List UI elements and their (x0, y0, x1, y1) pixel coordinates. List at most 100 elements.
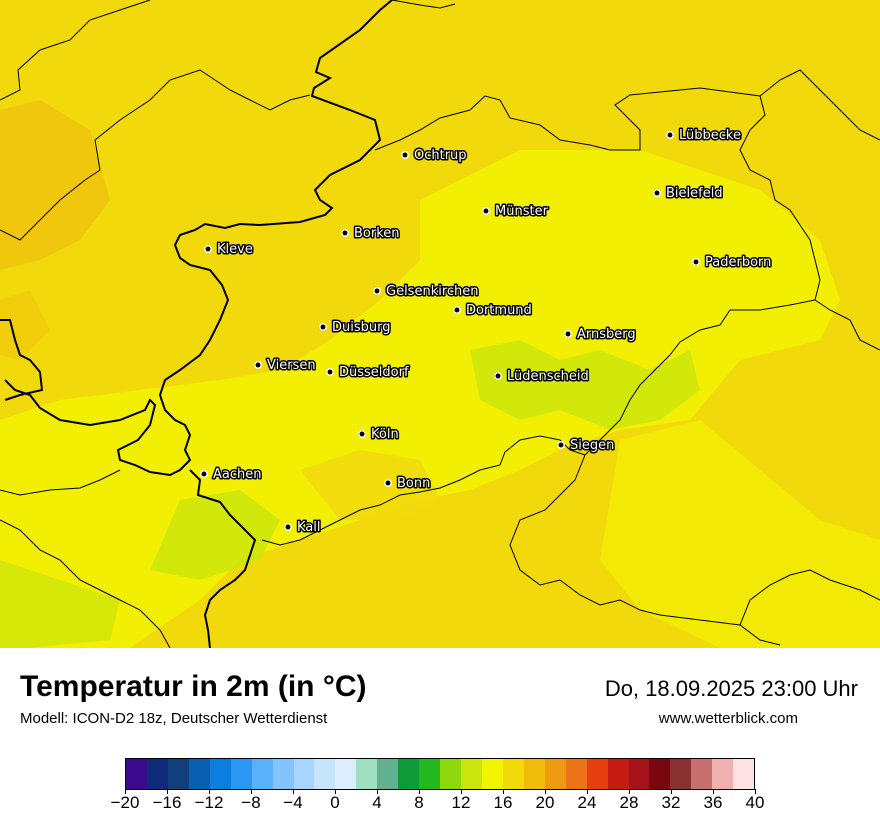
colorbar-cell (628, 759, 650, 789)
state-border-rlp (261, 435, 586, 546)
colorbar-tick-label: −4 (283, 793, 303, 812)
cool-band-east (600, 420, 880, 648)
colorbar-tickmark (629, 789, 630, 794)
colorbar-cell (586, 759, 608, 789)
city-label: Arnsberg (577, 327, 636, 342)
valid-datetime: Do, 18.09.2025 23:00 Uhr (604, 676, 858, 701)
state-border-1 (391, 0, 456, 9)
city-marker: Aachen (200, 466, 263, 484)
city-label: Duisburg (332, 320, 391, 335)
city-marker: Münster (482, 203, 550, 221)
city-dot (666, 131, 674, 139)
colorbar-tick-label: 24 (577, 793, 597, 812)
city-label: Gelsenkirchen (386, 284, 479, 299)
city-dot (358, 430, 366, 438)
colorbar-tickmark (671, 789, 672, 794)
city-marker: Düsseldorf (326, 364, 410, 382)
city-label: Paderborn (705, 255, 771, 270)
state-border-hessen (509, 354, 781, 646)
colorbar-tick-label: 12 (451, 793, 471, 812)
city-marker: Arnsberg (564, 326, 637, 344)
map-title: Temperatur in 2m (in °C) (20, 670, 367, 703)
city-marker: Köln (358, 426, 400, 444)
city-marker: Kall (284, 519, 322, 537)
city-label: Ochtrup (414, 148, 467, 163)
colorbar-cell (293, 759, 315, 789)
city-dot (384, 479, 392, 487)
colorbar-tickmark (125, 789, 126, 794)
colorbar-cell (314, 759, 336, 789)
city-label: Köln (371, 427, 399, 442)
city-marker: Lübbecke (666, 127, 742, 145)
city-marker: Paderborn (692, 254, 773, 272)
colorbar-tickmark (251, 789, 252, 794)
colorbar-tickmark (377, 789, 378, 794)
city-label: Bielefeld (666, 186, 723, 201)
temperature-colorbar (125, 758, 755, 790)
colorbar-tick-label: 4 (372, 793, 382, 812)
colorbar-cell (733, 759, 755, 789)
border-south-east (739, 569, 880, 626)
colorbar-tickmark (755, 789, 756, 794)
temperature-map: Lübbecke Ochtrup Bielefeld Münster Borken Kle… (0, 0, 880, 648)
colorbar-cell (188, 759, 210, 789)
city-marker: Duisburg (319, 319, 392, 337)
colorbar-tick-label: 8 (414, 793, 424, 812)
city-marker: Siegen (557, 437, 616, 455)
city-dot (254, 361, 262, 369)
warm-patch-west (0, 100, 110, 270)
model-source: Modell: ICON-D2 18z, Deutscher Wetterdie… (20, 710, 328, 727)
colorbar-cell (544, 759, 566, 789)
green-patch-southwest (0, 560, 120, 648)
city-label: Kall (297, 520, 321, 535)
colorbar-tick-label: 20 (535, 793, 555, 812)
colorbar-tickmark (461, 789, 462, 794)
colorbar-cell (691, 759, 713, 789)
city-marker: Gelsenkirchen (373, 283, 480, 301)
city-dot (401, 151, 409, 159)
border-lux (0, 519, 171, 648)
colorbar-cell (502, 759, 524, 789)
colorbar-cell (356, 759, 378, 789)
website-link[interactable]: www.wetterblick.com (658, 710, 798, 727)
colorbar-tick-label: −12 (194, 793, 224, 812)
city-dot (557, 441, 565, 449)
city-dot (284, 523, 292, 531)
colorbar-tickmark (293, 789, 294, 794)
city-dot (653, 189, 661, 197)
city-label: Bonn (397, 476, 430, 491)
city-label: Dortmund (466, 303, 532, 318)
city-marker: Kleve (204, 241, 254, 259)
city-dot (373, 287, 381, 295)
colorbar-tick-label: 36 (703, 793, 723, 812)
city-marker: Bonn (384, 475, 432, 493)
city-label: Aachen (213, 467, 261, 482)
city-dot (319, 323, 327, 331)
country-border-be-de (189, 469, 257, 648)
colorbar-tickmark (209, 789, 210, 794)
colorbar-tickmark (419, 789, 420, 794)
colorbar-cell (272, 759, 294, 789)
colorbar-cell (209, 759, 231, 789)
colorbar-cell (146, 759, 168, 789)
city-label: Münster (495, 204, 549, 219)
city-marker: Lüdenscheid (494, 368, 590, 386)
colorbar-tickmark (587, 789, 588, 794)
colorbar-tick-label: 32 (661, 793, 681, 812)
colorbar-tick-label: −16 (152, 793, 182, 812)
colorbar-tick-label: 16 (493, 793, 513, 812)
country-border-nl-de (4, 0, 393, 477)
colorbar-ticks: −20 −16 −12 −8 −4 0 4 8 12 16 20 24 28 32 36 40 (111, 789, 764, 823)
map-footer: Temperatur in 2m (in °C) Modell: ICON-D2… (0, 648, 880, 830)
colorbar-cell (565, 759, 587, 789)
colorbar-tick-label: −20 (110, 793, 140, 812)
colorbar-tick-label: 28 (619, 793, 639, 812)
colorbar-tickmark (335, 789, 336, 794)
colorbar-tickmark (167, 789, 168, 794)
colorbar-cell (419, 759, 441, 789)
colorbar-cell (251, 759, 273, 789)
colorbar-tick-label: −8 (241, 793, 261, 812)
border-east-1 (759, 69, 880, 141)
city-dot (564, 330, 572, 338)
city-dot (482, 207, 490, 215)
